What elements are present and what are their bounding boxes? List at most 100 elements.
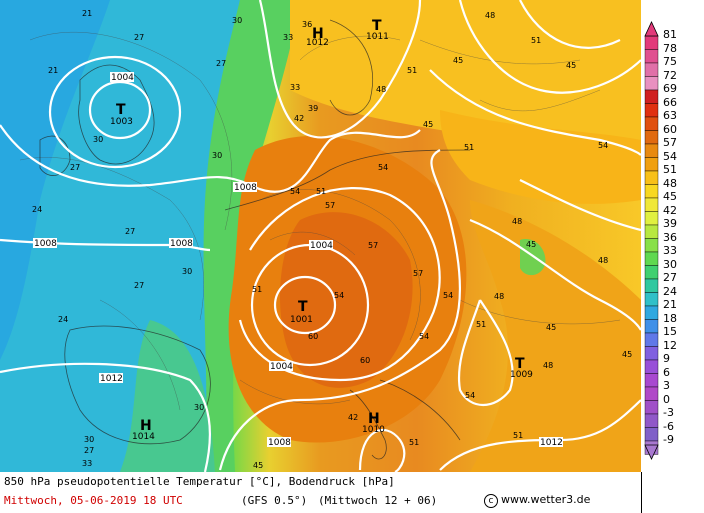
high-center-italy-letter: H <box>368 411 380 427</box>
yellow-east <box>470 200 641 472</box>
pressure-centers: T H T T H H T <box>116 18 525 434</box>
theta-label: 54 <box>465 391 475 400</box>
cool-region-west <box>0 0 110 360</box>
theta-label: 48 <box>543 361 553 370</box>
legend-swatch <box>644 157 659 172</box>
isobar-low-france-inner <box>273 275 337 335</box>
pressure-label: 1009 <box>510 370 533 380</box>
coastline-continent <box>224 149 471 211</box>
legend-swatch <box>644 103 659 118</box>
label-box <box>169 238 193 248</box>
legend-swatch <box>644 346 659 361</box>
theta-label: 21 <box>82 9 92 18</box>
legend-label: 27 <box>663 271 677 284</box>
isobar-north-1 <box>258 0 422 139</box>
map-title: 850 hPa pseudopotentielle Temperatur [°C… <box>4 475 395 488</box>
legend-label: -9 <box>663 433 674 446</box>
contour <box>299 35 401 61</box>
coastline-adriatic <box>379 379 461 441</box>
label-box <box>233 182 257 192</box>
pressure-label: 1008 <box>34 239 57 249</box>
high-center-north-letter: H <box>312 26 324 42</box>
legend-label: 63 <box>663 109 677 122</box>
theta-label: 24 <box>58 315 68 324</box>
theta-label: 27 <box>70 163 80 172</box>
isobar-east-2 <box>469 218 642 331</box>
label-box <box>269 361 293 371</box>
pressure-label: 1004 <box>310 241 333 251</box>
pressure-label: 1004 <box>270 362 293 372</box>
warm-core-inner <box>280 212 413 388</box>
site-link[interactable]: www.wetter3.de <box>501 493 591 506</box>
theta-label: 48 <box>376 85 386 94</box>
legend-label: 30 <box>663 257 677 271</box>
isobar-1008-central <box>218 149 462 471</box>
theta-label: 51 <box>513 431 523 440</box>
pressure-label: 1004 <box>111 73 134 83</box>
theta-label: 45 <box>526 240 536 249</box>
color-scale-bar <box>644 21 659 460</box>
high-center-iberia-letter: H <box>140 418 152 434</box>
theta-label: 30 <box>212 151 222 160</box>
theta-label: 51 <box>464 143 474 152</box>
legend-label: 21 <box>663 298 677 311</box>
legend-label: 66 <box>663 95 677 109</box>
pressure-label: 1008 <box>170 239 193 249</box>
legend-swatch <box>644 116 659 131</box>
theta-label: 45 <box>423 120 433 129</box>
model-name: (GFS 0.5°) <box>241 494 308 507</box>
pressure-label: 1008 <box>234 183 257 193</box>
pressure-label: 1003 <box>110 117 133 127</box>
theta-label: 48 <box>598 256 608 265</box>
isobar-north-3 <box>519 0 621 49</box>
legend-label: 12 <box>663 338 677 352</box>
theta-contours <box>19 31 621 411</box>
theta-label: 30 <box>232 16 242 25</box>
contour <box>99 299 181 411</box>
legend-swatch <box>644 359 659 374</box>
legend-swatch <box>644 197 659 212</box>
theta-label: 60 <box>308 332 318 341</box>
isobar-low-france-outer <box>238 187 441 382</box>
label-box <box>539 437 563 447</box>
label-box <box>110 72 134 82</box>
contour <box>259 189 421 341</box>
legend-top-arrow <box>644 21 659 37</box>
theta-label: 27 <box>134 281 144 290</box>
map-footer: 850 hPa pseudopotentielle Temperatur [°C… <box>0 472 642 513</box>
copyright-icon: c <box>484 494 498 508</box>
orange-east-band <box>440 110 641 204</box>
theta-label: 54 <box>598 141 608 150</box>
legend-swatches <box>644 35 659 455</box>
legend-swatch <box>644 265 659 280</box>
legend-label: 42 <box>663 203 677 217</box>
legend-label: 39 <box>663 217 677 230</box>
theta-label: 57 <box>368 241 378 250</box>
legend-swatch <box>644 62 659 77</box>
coastline-scandinavia <box>329 19 373 116</box>
legend-label: 69 <box>663 82 677 95</box>
legend-swatch <box>644 386 659 401</box>
legend-label: -3 <box>663 406 674 419</box>
weather-map: T H T T H H T 1004 1003 1012 1011 1008 1… <box>0 0 642 474</box>
isobar-low-britain-outer <box>48 55 182 169</box>
coastline-britain <box>78 64 155 165</box>
legend-label: 15 <box>663 325 677 338</box>
legend-swatch <box>644 251 659 266</box>
pressure-label: 1012 <box>100 374 123 384</box>
legend-label: 0 <box>663 392 670 406</box>
theta-label: 54 <box>290 187 300 196</box>
legend-swatch <box>644 413 659 428</box>
isobar-high-south <box>358 429 406 474</box>
legend-swatch <box>644 76 659 91</box>
legend-swatch <box>644 278 659 293</box>
pressure-label: 1008 <box>268 438 291 448</box>
theta-label: 36 <box>302 20 312 29</box>
coastline-ireland <box>39 135 71 176</box>
theta-label: 30 <box>194 403 204 412</box>
theta-label: 54 <box>443 291 453 300</box>
legend-label: 6 <box>663 365 670 379</box>
legend-label: 81 <box>663 28 677 41</box>
isobar-north-2 <box>458 0 642 94</box>
low-center-north-letter: T <box>372 18 382 34</box>
